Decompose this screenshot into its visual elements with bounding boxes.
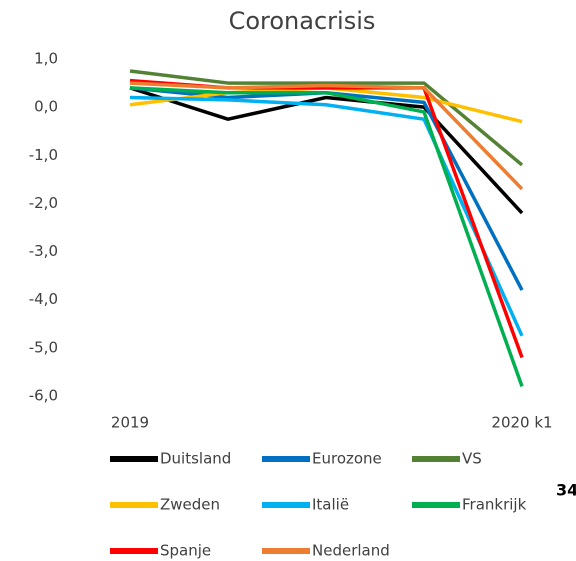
series-line [129, 86, 524, 215]
legend-label: Frankrijk [462, 496, 527, 514]
x-tick-label: 2020 k1 [491, 414, 552, 432]
legend-label: VS [462, 450, 482, 468]
legend-label: Spanje [160, 542, 211, 560]
y-tick-label: -1,0 [29, 146, 58, 164]
series-line [129, 81, 524, 191]
legend-label: Italië [312, 496, 349, 514]
series-line [129, 86, 524, 291]
legend-label: Eurozone [312, 450, 382, 468]
y-tick-label: -4,0 [29, 290, 58, 308]
series-line [129, 86, 524, 387]
y-tick-label: -6,0 [29, 387, 58, 405]
annotation: 34 [556, 481, 576, 500]
y-tick-label: 0,0 [34, 98, 58, 116]
chart-title: Coronacrisis [229, 7, 376, 35]
legend-label: Duitsland [160, 450, 231, 468]
legend-label: Zweden [160, 496, 220, 514]
legend-label: Nederland [312, 542, 390, 560]
x-tick-label: 2019 [111, 414, 149, 432]
series-line [129, 95, 524, 337]
y-tick-label: 1,0 [34, 50, 58, 68]
y-tick-label: -3,0 [29, 242, 58, 260]
series-line [129, 69, 524, 167]
y-tick-label: -2,0 [29, 194, 58, 212]
y-tick-label: -5,0 [29, 338, 58, 356]
